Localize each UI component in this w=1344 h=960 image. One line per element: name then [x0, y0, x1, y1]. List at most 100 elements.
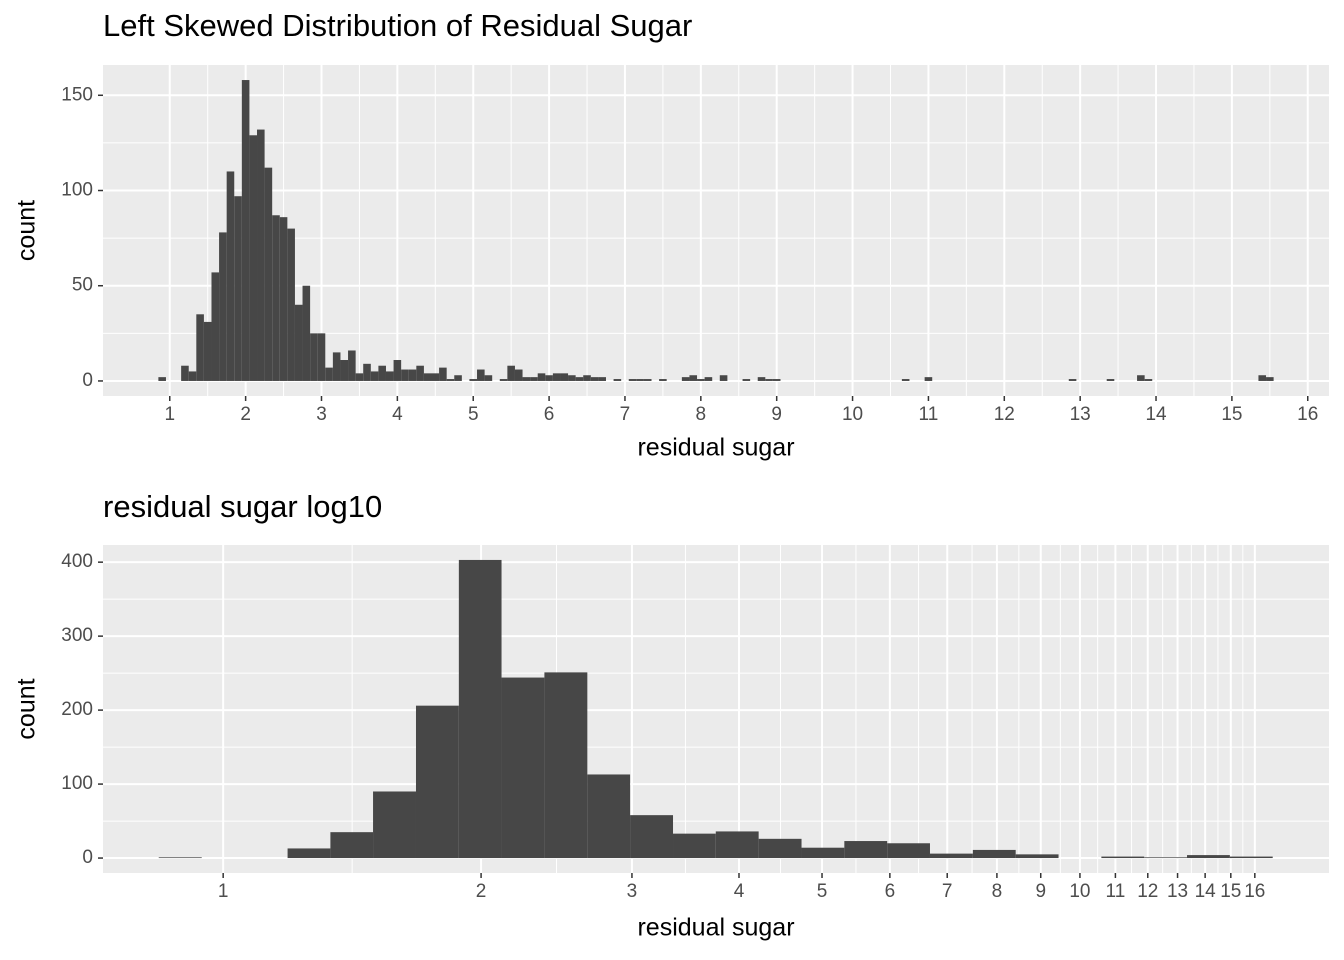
- x-tick-label: 4: [734, 881, 745, 902]
- x-tick-label: 13: [1070, 404, 1091, 425]
- x-tick-label: 5: [468, 404, 479, 425]
- bar: [348, 350, 356, 381]
- bar: [583, 375, 591, 381]
- x-tick-label: 6: [544, 404, 555, 425]
- panel-background: [103, 545, 1329, 873]
- y-tick-label: 50: [72, 275, 93, 296]
- bar: [1068, 379, 1077, 381]
- bar: [272, 215, 280, 381]
- bar: [1229, 856, 1273, 859]
- bar: [704, 377, 713, 381]
- bar: [545, 375, 553, 381]
- bar: [924, 377, 933, 381]
- y-tick-label: 200: [61, 699, 93, 720]
- x-tick-label: 5: [817, 881, 828, 902]
- x-tick-label: 1: [218, 881, 229, 902]
- bar: [673, 833, 716, 859]
- bar: [264, 167, 273, 381]
- bar: [477, 369, 485, 381]
- x-tick-label: 3: [316, 404, 327, 425]
- bar: [325, 367, 333, 381]
- x-tick-label: 2: [476, 881, 487, 902]
- x-tick-label: 12: [994, 404, 1015, 425]
- x-tick-label: 10: [842, 404, 863, 425]
- bar: [415, 705, 459, 859]
- grid: [103, 65, 1329, 396]
- x-tick-label: 8: [696, 404, 707, 425]
- bar: [681, 377, 690, 381]
- bar: [370, 371, 379, 381]
- bar: [522, 377, 531, 381]
- bar: [715, 831, 759, 859]
- bar: [537, 373, 546, 381]
- bar: [560, 373, 569, 381]
- bar: [929, 853, 973, 859]
- x-tick-label: 16: [1244, 881, 1265, 902]
- bar: [758, 838, 802, 859]
- x-tick-label: 15: [1220, 881, 1241, 902]
- bar: [514, 369, 523, 381]
- bar: [643, 379, 652, 381]
- bar: [719, 375, 728, 381]
- bar: [332, 352, 341, 381]
- bar: [659, 379, 667, 381]
- bar: [501, 677, 545, 859]
- bar: [1106, 379, 1115, 381]
- y-axis-title: count: [13, 678, 41, 739]
- bar: [765, 379, 773, 381]
- bar: [287, 848, 331, 859]
- bar: [575, 377, 584, 381]
- x-axis-title: residual sugar: [637, 434, 794, 462]
- bar: [330, 832, 374, 859]
- y-tick-label: 0: [82, 847, 93, 868]
- bar: [568, 375, 576, 381]
- bar: [598, 377, 606, 381]
- bar: [158, 857, 202, 859]
- x-tick-label: 14: [1145, 404, 1167, 425]
- bar: [697, 379, 705, 381]
- y-tick-label: 150: [61, 84, 93, 105]
- x-tick-label: 8: [992, 881, 1003, 902]
- bar: [1144, 379, 1153, 381]
- x-tick-label: 11: [1106, 881, 1126, 902]
- x-tick-label: 9: [1035, 881, 1046, 902]
- x-axis-title: residual sugar: [637, 914, 794, 942]
- y-tick-label: 0: [82, 370, 93, 391]
- bar: [1137, 375, 1145, 381]
- bar: [310, 333, 318, 381]
- bar: [226, 171, 235, 381]
- y-axis-title: count: [13, 200, 41, 261]
- bar: [279, 217, 288, 381]
- bar: [469, 379, 478, 381]
- bar: [439, 367, 447, 381]
- bar: [757, 377, 766, 381]
- bar: [385, 371, 394, 381]
- bar: [801, 847, 845, 859]
- bar: [630, 815, 674, 859]
- chart-title: Left Skewed Distribution of Residual Sug…: [103, 8, 692, 43]
- bar: [355, 373, 364, 381]
- bar: [241, 80, 250, 381]
- bar: [628, 379, 637, 381]
- bar: [196, 314, 204, 381]
- bar: [1266, 377, 1274, 381]
- grid: [103, 545, 1329, 873]
- x-tick-label: 15: [1221, 404, 1242, 425]
- x-tick-label: 7: [620, 404, 631, 425]
- y-tick-label: 100: [61, 773, 93, 794]
- bar: [203, 321, 212, 381]
- x-tick-label: 1: [164, 404, 175, 425]
- x-tick-label: 12: [1137, 881, 1158, 902]
- bar: [431, 373, 440, 381]
- bar: [636, 379, 644, 381]
- bar: [887, 843, 930, 859]
- x-tick-label: 6: [885, 881, 896, 902]
- bar: [363, 363, 371, 381]
- bar: [458, 559, 502, 859]
- bar: [772, 379, 781, 381]
- bar: [613, 379, 622, 381]
- bar: [373, 791, 416, 859]
- bar: [1101, 856, 1145, 859]
- x-tick-label: 14: [1195, 881, 1217, 902]
